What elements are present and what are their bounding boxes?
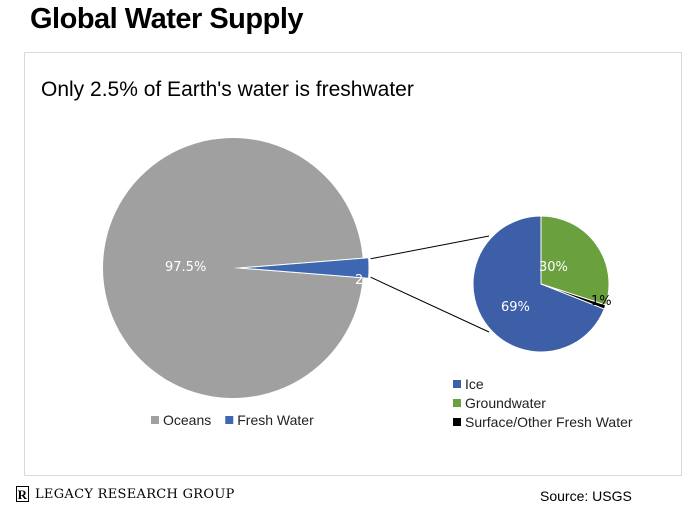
slice-ice: [472, 215, 605, 353]
pie-of-pie-chart: 97.5% 2.5% 69% 30% 1% Oceans Fresh Water Ice Gro…: [102, 138, 633, 430]
legend-swatch-oceans: [151, 416, 159, 424]
logo-text: LEGACY RESEARCH GROUP: [35, 486, 235, 502]
connector-line-top: [370, 235, 490, 260]
data-label-surface-other-fresh-water: 1%: [591, 294, 612, 309]
data-label-oceans: 97.5%: [165, 260, 206, 275]
slice-fresh-water: [238, 257, 370, 279]
legend-swatch-fresh-water: [225, 416, 234, 424]
chart-subtitle: Only 2.5% of Earth's water is freshwater: [41, 78, 414, 101]
source-note: Source: USGS: [540, 488, 632, 504]
legacy-research-logo: R LEGACY RESEARCH GROUP: [16, 486, 235, 502]
data-label-fresh-water: 2.5%: [355, 273, 388, 288]
legend-label-ice: Ice: [465, 376, 484, 392]
slice-groundwater: [540, 215, 610, 306]
logo-mark-icon: R: [16, 486, 29, 502]
legend-swatch-groundwater: [453, 399, 461, 407]
connector-line-bottom: [370, 276, 490, 333]
legend-label-surface-other-fresh-water: Surface/Other Fresh Water: [465, 414, 633, 430]
legend-label-fresh-water: Fresh Water: [237, 412, 314, 428]
legend-swatch-ice: [453, 380, 461, 388]
data-label-ice: 69%: [501, 300, 530, 315]
legend-label-oceans: Oceans: [163, 412, 211, 428]
slice-oceans: [102, 138, 363, 398]
chart-panel: Only 2.5% of Earth's water is freshwater…: [24, 52, 682, 476]
legend-label-groundwater: Groundwater: [465, 395, 546, 411]
legend-swatch-surface-other-fresh-water: [453, 418, 461, 426]
page-title: Global Water Supply: [30, 3, 304, 35]
data-label-groundwater: 30%: [539, 260, 568, 275]
